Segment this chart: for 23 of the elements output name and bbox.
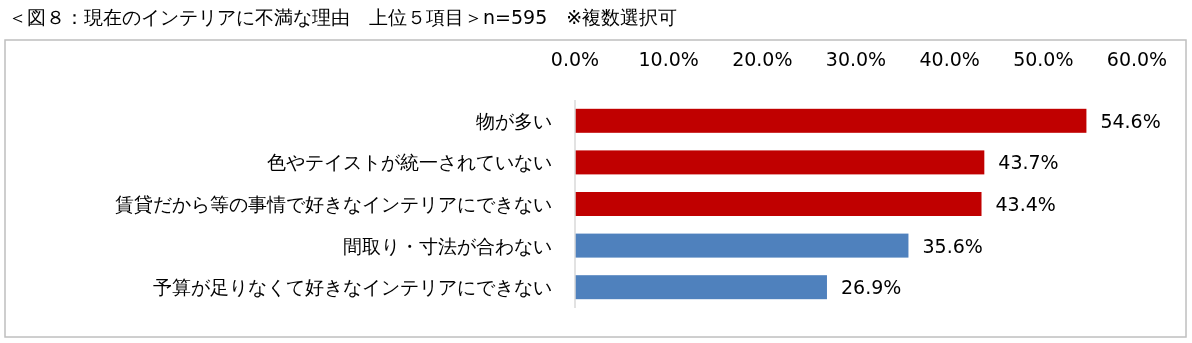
bar: [575, 150, 985, 175]
bar: [575, 233, 909, 258]
bar: [575, 108, 1087, 133]
x-tick-label: 30.0%: [825, 48, 887, 70]
text: ＜図８：現在のインテリアに不満な理由 上位５項目＞n=595 ※複数選択可: [8, 6, 678, 28]
x-tick-label: 50.0%: [1013, 48, 1074, 70]
y-tick-label: 賃貸だから等の事情で好きなインテリアにできない: [115, 193, 552, 215]
x-tick-label: 20.0%: [732, 48, 793, 70]
y-tick-label: 間取り・寸法が合わない: [343, 234, 552, 257]
y-tick-label: 物が多い: [476, 109, 552, 132]
data-label: 43.4%: [995, 193, 1056, 215]
data-label: 54.6%: [1100, 109, 1161, 132]
bar: [575, 275, 827, 300]
data-label: 43.7%: [998, 151, 1059, 174]
x-tick-label: 10.0%: [638, 48, 699, 70]
y-tick-label: 予算が足りなくて好きなインテリアにできない: [153, 276, 552, 299]
x-tick-label: 60.0%: [1106, 48, 1168, 70]
data-label: 26.9%: [840, 276, 902, 299]
x-tick-label: 0.0%: [550, 48, 600, 70]
x-tick-label: 40.0%: [919, 48, 980, 70]
data-label: 35.6%: [922, 234, 983, 257]
y-tick-label: 色やテイストが統一されていない: [267, 151, 552, 174]
bar: [575, 192, 982, 216]
